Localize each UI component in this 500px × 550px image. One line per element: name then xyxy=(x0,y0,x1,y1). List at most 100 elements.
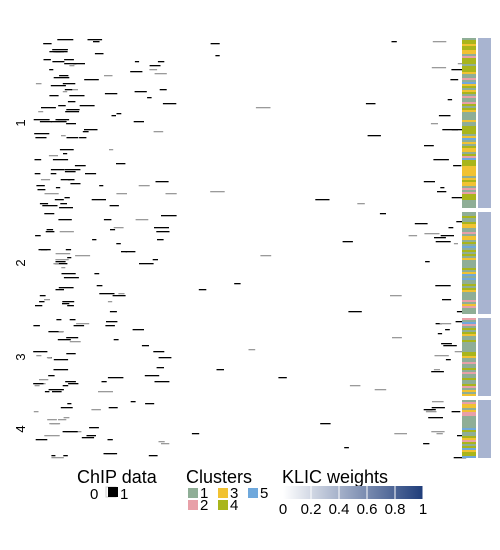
chip-mark xyxy=(106,321,118,323)
chip-mark xyxy=(44,213,55,215)
cluster-row-cell xyxy=(462,382,476,384)
chip-mark xyxy=(434,237,446,239)
chip-mark xyxy=(130,401,136,403)
cluster-row-cell xyxy=(462,434,476,436)
klic-tick-label: 0.2 xyxy=(301,501,322,518)
chip-mark xyxy=(52,61,65,63)
chip-mark xyxy=(48,389,64,391)
chip-mark xyxy=(76,323,90,325)
chip-mark xyxy=(430,123,438,125)
chip-mark xyxy=(133,121,144,123)
chip-mark xyxy=(365,103,376,105)
cluster-row-cell xyxy=(462,122,476,124)
cluster-row-cell xyxy=(462,134,476,136)
cluster-row-cell xyxy=(462,320,476,322)
cluster-row-cell xyxy=(462,422,476,424)
cluster-row-cell xyxy=(462,88,476,90)
cluster-row-cell xyxy=(462,444,476,446)
chip-mark xyxy=(61,273,76,275)
chip-mark xyxy=(62,83,76,85)
cluster-row-cell xyxy=(462,76,476,78)
cluster-row-cell xyxy=(462,302,476,304)
chip-mark xyxy=(103,219,112,221)
chip-mark xyxy=(156,231,170,233)
chip-mark xyxy=(35,137,47,139)
cluster-row-cell xyxy=(462,236,476,238)
chip-mark xyxy=(44,435,60,437)
cluster-row-cell xyxy=(462,68,476,70)
cluster-row-cell xyxy=(462,234,476,236)
cluster-row-cell xyxy=(462,428,476,430)
cluster-row-cell xyxy=(462,94,476,96)
chip-mark xyxy=(66,109,80,111)
chip-mark xyxy=(62,91,68,93)
chip-mark xyxy=(62,303,70,305)
cluster-row-cell xyxy=(462,218,476,220)
cluster-row-cell xyxy=(462,214,476,216)
chip-mark xyxy=(437,333,443,335)
cluster-row-cell xyxy=(462,454,476,456)
chip-mark xyxy=(33,325,40,327)
chip-mark xyxy=(39,203,49,205)
chip-mark xyxy=(111,115,116,117)
cluster-row-cell xyxy=(462,132,476,134)
chip-mark xyxy=(69,65,75,67)
cluster-row-cell xyxy=(462,176,476,178)
chip-mark xyxy=(414,223,428,225)
chip-mark xyxy=(53,359,69,361)
legend-chip-title: ChIP data xyxy=(77,467,158,487)
klic-tick-label: 0 xyxy=(279,501,287,518)
cluster-row-cell xyxy=(462,162,476,164)
chip-mark xyxy=(50,423,59,425)
cluster-row-cell xyxy=(462,250,476,252)
chip-mark xyxy=(125,251,136,253)
cluster-row-cell xyxy=(462,254,476,256)
cluster-row-cell xyxy=(462,312,476,314)
chip-mark xyxy=(394,433,407,435)
chip-mark xyxy=(58,287,74,289)
chip-mark xyxy=(86,435,96,437)
row-group-labels: 1 2 3 4 xyxy=(13,119,28,432)
chip-mark xyxy=(157,61,165,63)
cluster-row-cell xyxy=(462,280,476,282)
chip-mark xyxy=(426,409,433,411)
chip-mark xyxy=(441,343,452,345)
chip-mark xyxy=(155,181,169,183)
cluster-row-cell xyxy=(462,140,476,142)
klic-tick-label: 0.8 xyxy=(385,501,406,518)
cluster-row-cell xyxy=(462,412,476,414)
cluster-legend-swatch xyxy=(188,500,198,510)
chip-mark xyxy=(113,227,124,229)
cluster-row-cell xyxy=(462,154,476,156)
chip-mark xyxy=(58,219,72,221)
row-group-label: 1 xyxy=(13,119,28,126)
cluster-row-cell xyxy=(462,400,476,402)
cluster-row-cell xyxy=(462,294,476,296)
chip-mark xyxy=(451,129,468,131)
chip-mark xyxy=(424,233,440,235)
cluster-row-cell xyxy=(462,442,476,444)
chip-mark xyxy=(162,103,177,105)
cluster-row-cell xyxy=(462,46,476,48)
chip-mark xyxy=(154,227,169,229)
cluster-row-cell xyxy=(462,82,476,84)
chip-mark xyxy=(428,417,443,419)
chip-mark xyxy=(191,433,200,435)
chip-mark xyxy=(93,41,100,43)
chip-mark xyxy=(158,357,172,359)
klic-colorbar xyxy=(283,486,423,499)
chip-mark xyxy=(50,121,67,123)
chip-mark xyxy=(423,181,435,183)
chip-mark xyxy=(144,375,160,377)
cluster-row-cell xyxy=(462,168,476,170)
chip-mark xyxy=(216,369,224,371)
chip-mark xyxy=(442,299,452,301)
chip-mark xyxy=(47,419,57,421)
chip-mark xyxy=(105,325,115,327)
cluster-row-cell xyxy=(462,370,476,372)
cluster-row-cell xyxy=(462,344,476,346)
cluster-row-cell xyxy=(462,406,476,408)
cluster-row-cell xyxy=(462,278,476,280)
cluster-row-cell xyxy=(462,272,476,274)
chip-mark xyxy=(451,197,464,199)
